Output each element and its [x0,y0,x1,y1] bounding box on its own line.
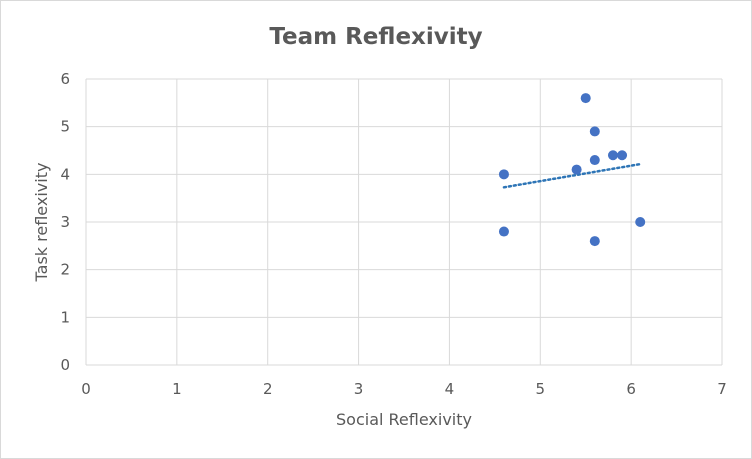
data-point [635,217,646,227]
y-tick-label: 0 [60,356,70,374]
x-tick-label: 2 [263,380,273,398]
trendline-group [502,162,642,189]
y-tick-label: 5 [60,118,70,136]
y-tick-label: 6 [60,70,70,88]
x-tick-label: 7 [717,380,727,398]
x-tick-label: 5 [536,380,546,398]
trendline [502,162,642,189]
chart-title: Team Reflexivity [269,24,482,50]
x-tick-label: 3 [354,380,364,398]
data-points [498,93,646,247]
x-tick-label: 1 [172,380,182,398]
y-tick-label: 2 [60,261,70,279]
data-point [607,150,618,161]
x-tick-label: 6 [626,380,636,398]
tick-labels: 0 1 2 3 4 5 6 7 0 1 2 3 4 5 6 [60,70,726,398]
data-point [498,226,509,237]
data-point [589,155,600,166]
data-point [498,169,509,180]
data-point [580,93,591,104]
y-tick-label: 1 [60,308,70,326]
y-tick-label: 3 [60,213,70,231]
y-axis-label: Task reflexivity [32,163,51,283]
data-point [589,126,600,137]
grid [85,78,723,366]
data-point [617,150,628,161]
data-point [589,236,600,247]
data-point [571,164,582,175]
x-tick-label: 0 [81,380,91,398]
y-tick-label: 4 [60,165,70,183]
x-axis-label: Social Reflexivity [336,410,472,429]
x-tick-label: 4 [445,380,455,398]
